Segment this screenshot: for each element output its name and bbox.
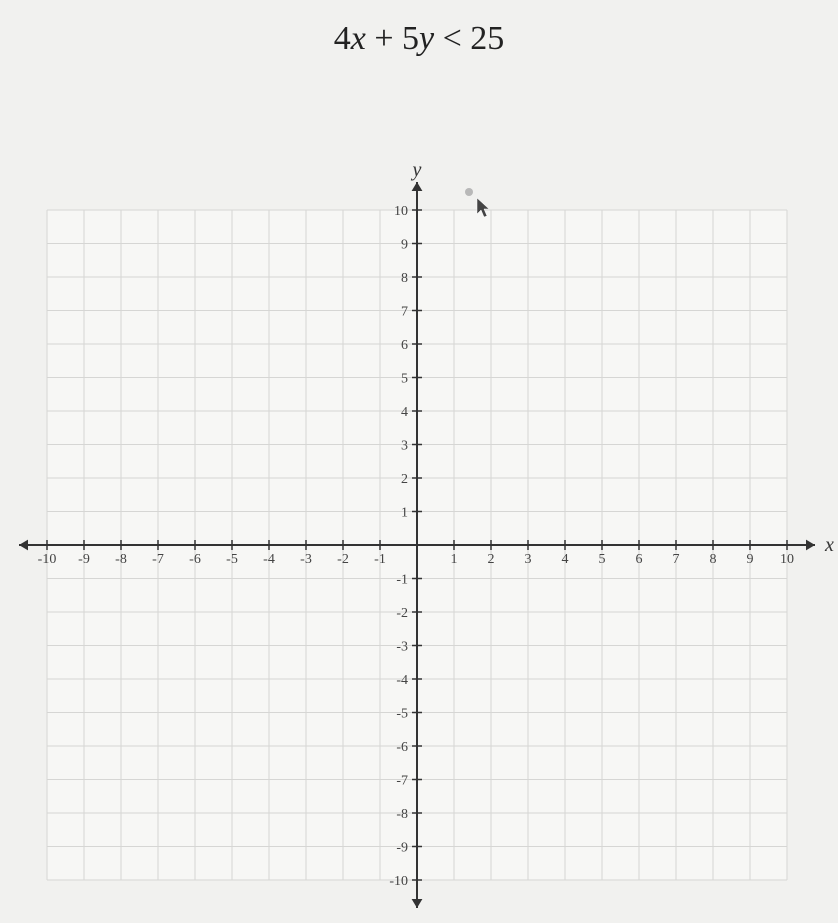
axis-arrowhead [806, 540, 815, 551]
x-tick-label: -9 [78, 552, 90, 567]
y-tick-label: -1 [396, 573, 408, 588]
x-axis-label: x [824, 534, 834, 556]
x-tick-label: 7 [673, 552, 680, 567]
axis-arrowhead [412, 182, 423, 191]
x-tick-label: -10 [38, 552, 57, 567]
stray-dot [465, 188, 473, 196]
x-tick-label: -3 [300, 552, 312, 567]
x-tick-label: -2 [337, 552, 349, 567]
x-tick-label: 3 [525, 552, 532, 567]
x-tick-label: 2 [488, 552, 495, 567]
x-tick-label: 4 [562, 552, 569, 567]
x-tick-label: -6 [189, 552, 201, 567]
y-tick-label: 4 [401, 405, 408, 420]
y-tick-label: 6 [401, 338, 408, 353]
x-tick-label: 5 [599, 552, 606, 567]
x-tick-label: 6 [636, 552, 643, 567]
coordinate-plane-svg: -10 -9 -8 -7 -6 -5 -4 -3 -2 -1 1 2 3 4 5 6 7 8 9 10 10 9 8 7 6 5 4… [0, 0, 838, 923]
y-tick-label: 10 [394, 204, 408, 219]
axis-arrowhead [19, 540, 28, 551]
y-tick-label: 5 [401, 372, 408, 387]
y-tick-label: 2 [401, 472, 408, 487]
x-tick-label: 1 [451, 552, 458, 567]
x-tick-label: 9 [747, 552, 754, 567]
y-tick-label: -10 [389, 874, 408, 889]
y-tick-label: -8 [396, 807, 408, 822]
y-tick-label: -9 [396, 841, 408, 856]
y-tick-label: -5 [396, 707, 408, 722]
x-tick-label: -4 [263, 552, 275, 567]
y-axis-label: y [411, 159, 422, 181]
y-tick-label: -7 [396, 774, 408, 789]
y-tick-label: 8 [401, 271, 408, 286]
axis-arrowhead [412, 899, 423, 908]
x-tick-label: -8 [115, 552, 127, 567]
y-tick-label: -6 [396, 740, 408, 755]
x-tick-label: -7 [152, 552, 164, 567]
coordinate-plane: -10 -9 -8 -7 -6 -5 -4 -3 -2 -1 1 2 3 4 5 6 7 8 9 10 10 9 8 7 6 5 4… [0, 0, 838, 923]
y-tick-label: 9 [401, 238, 408, 253]
y-tick-label: -4 [396, 673, 408, 688]
y-tick-label: -2 [396, 606, 408, 621]
y-tick-label: 7 [401, 305, 408, 320]
y-tick-label: 1 [401, 506, 408, 521]
x-tick-label: -5 [226, 552, 238, 567]
y-tick-label: 3 [401, 439, 408, 454]
x-tick-label: 10 [780, 552, 794, 567]
x-tick-label: 8 [710, 552, 717, 567]
x-tick-label: -1 [374, 552, 386, 567]
y-tick-label: -3 [396, 640, 408, 655]
